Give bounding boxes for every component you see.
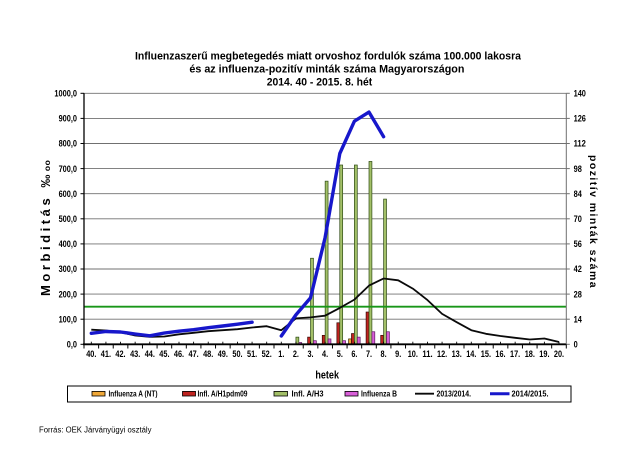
svg-text:2014. 40 - 2015. 8. hét: 2014. 40 - 2015. 8. hét [267, 77, 373, 89]
svg-text:0,0: 0,0 [67, 340, 77, 350]
svg-text:hetek: hetek [315, 370, 339, 382]
svg-text:70: 70 [574, 214, 582, 224]
svg-text:45.: 45. [159, 349, 169, 359]
svg-text:Forrás: OEK Járványügyi osztál: Forrás: OEK Járványügyi osztály [39, 425, 152, 434]
svg-text:700,0: 700,0 [59, 164, 77, 174]
svg-text:56: 56 [574, 239, 582, 249]
svg-text:12.: 12. [437, 349, 447, 359]
svg-text:48.: 48. [203, 349, 213, 359]
svg-text:19.: 19. [539, 349, 549, 359]
svg-text:100,0: 100,0 [59, 314, 77, 324]
svg-text:Influenza A (NT): Influenza A (NT) [109, 389, 158, 398]
svg-text:és az influenza-pozitív minták: és az influenza-pozitív minták száma Mag… [189, 63, 464, 75]
svg-text:Influenzaszerű megbetegedés mi: Influenzaszerű megbetegedés miatt orvosh… [135, 50, 522, 62]
svg-text:126: 126 [574, 114, 586, 124]
svg-text:44.: 44. [145, 349, 155, 359]
svg-text:2013/2014.: 2013/2014. [437, 389, 472, 398]
svg-text:Morbiditás ‰oo: Morbiditás ‰oo [38, 160, 53, 296]
svg-text:Influenza B: Influenza B [361, 389, 397, 398]
svg-text:41.: 41. [101, 349, 111, 359]
svg-text:40.: 40. [86, 349, 96, 359]
svg-text:1.: 1. [278, 349, 284, 359]
svg-text:pozitív minták száma: pozitív minták száma [587, 155, 599, 289]
svg-text:10.: 10. [408, 349, 418, 359]
svg-text:52.: 52. [262, 349, 272, 359]
svg-text:14: 14 [574, 314, 582, 324]
svg-text:1000,0: 1000,0 [54, 89, 77, 99]
svg-text:51.: 51. [247, 349, 257, 359]
svg-text:2.: 2. [293, 349, 299, 359]
svg-text:Infl. A/H1pdm09: Infl. A/H1pdm09 [198, 389, 248, 398]
svg-text:8.: 8. [381, 349, 387, 359]
svg-text:46.: 46. [174, 349, 184, 359]
svg-text:47.: 47. [189, 349, 199, 359]
svg-text:16.: 16. [495, 349, 505, 359]
svg-text:200,0: 200,0 [59, 289, 77, 299]
svg-text:13.: 13. [452, 349, 462, 359]
svg-text:42: 42 [574, 264, 582, 274]
svg-text:3.: 3. [307, 349, 313, 359]
svg-text:43.: 43. [130, 349, 140, 359]
svg-text:11.: 11. [422, 349, 432, 359]
svg-text:98: 98 [574, 164, 582, 174]
svg-text:Infl. A/H3: Infl. A/H3 [292, 389, 325, 398]
svg-text:7.: 7. [366, 349, 372, 359]
svg-text:2014/2015.: 2014/2015. [512, 389, 549, 398]
svg-text:4.: 4. [322, 349, 328, 359]
svg-text:600,0: 600,0 [59, 189, 77, 199]
svg-text:84: 84 [574, 189, 582, 199]
svg-text:900,0: 900,0 [59, 114, 77, 124]
svg-text:15.: 15. [481, 349, 491, 359]
svg-text:42.: 42. [115, 349, 125, 359]
svg-text:17.: 17. [510, 349, 520, 359]
svg-text:28: 28 [574, 289, 582, 299]
svg-text:6.: 6. [351, 349, 357, 359]
svg-text:50.: 50. [232, 349, 242, 359]
svg-text:18.: 18. [525, 349, 535, 359]
svg-text:0: 0 [574, 340, 578, 350]
svg-text:112: 112 [574, 139, 586, 149]
svg-text:800,0: 800,0 [59, 139, 77, 149]
svg-text:140: 140 [574, 89, 586, 99]
svg-text:9.: 9. [395, 349, 401, 359]
svg-text:5.: 5. [337, 349, 343, 359]
svg-text:49.: 49. [218, 349, 228, 359]
svg-text:14.: 14. [466, 349, 476, 359]
svg-text:300,0: 300,0 [59, 264, 77, 274]
svg-text:500,0: 500,0 [59, 214, 77, 224]
svg-text:400,0: 400,0 [59, 239, 77, 249]
svg-text:20.: 20. [554, 349, 564, 359]
